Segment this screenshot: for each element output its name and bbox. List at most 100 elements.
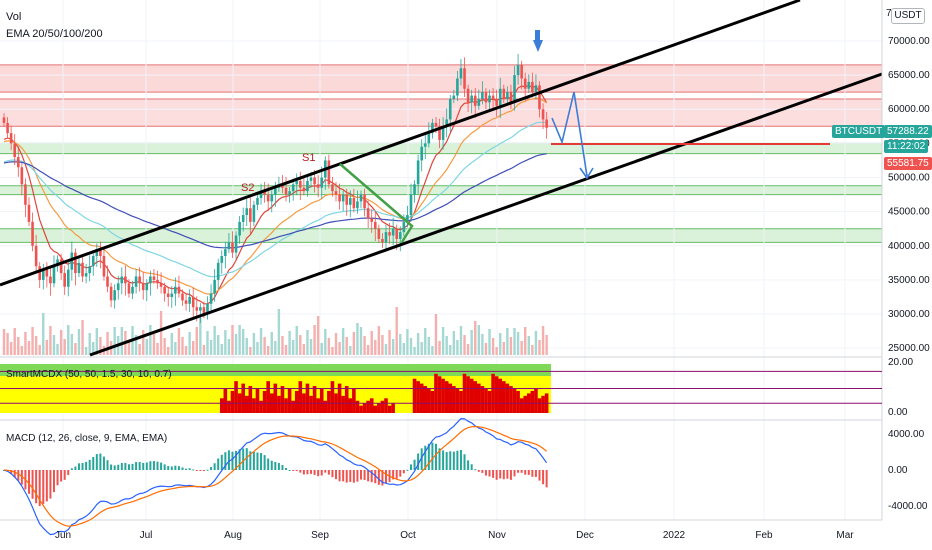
smi-red-bar — [437, 376, 442, 413]
candle-body — [463, 68, 466, 89]
time-tick-label: Sep — [311, 530, 329, 541]
candle-body — [138, 276, 141, 284]
macd-histogram-bar — [463, 454, 466, 470]
macd-histogram-bar — [538, 470, 541, 481]
candle-body — [213, 279, 216, 294]
volume-bar — [152, 334, 156, 355]
unit-selector-button[interactable]: USDT — [891, 8, 925, 24]
volume-bar — [427, 337, 431, 355]
macd-histogram-bar — [313, 470, 316, 475]
volume-bar — [284, 345, 288, 355]
macd-histogram-bar — [106, 460, 109, 470]
smi-red-bar — [541, 395, 545, 413]
candle-body — [238, 221, 241, 236]
volume-bar — [545, 335, 548, 355]
support-zone-2 — [0, 228, 882, 243]
time-tick-label: Nov — [488, 530, 506, 541]
volume-bar — [327, 338, 331, 355]
candle-body — [274, 187, 277, 195]
volume-bar — [238, 325, 241, 355]
candle-body — [145, 283, 149, 291]
candle-body — [477, 98, 481, 106]
price-tick-label: 65000.00 — [888, 70, 930, 81]
macd-histogram-bar — [306, 470, 309, 475]
volume-bar — [234, 334, 238, 355]
down-arrow-icon — [533, 40, 543, 52]
macd-histogram-bar — [456, 450, 459, 470]
candle-body — [141, 283, 145, 291]
macd-histogram-bar — [409, 464, 412, 470]
macd-histogram-bar — [81, 462, 84, 470]
price-pane — [0, 0, 883, 520]
candle-body — [438, 126, 441, 140]
smi-red-bar — [344, 386, 349, 413]
price-axis: 70000.0065000.0060000.0055000.0050000.00… — [888, 36, 930, 354]
macd-histogram-bar — [384, 470, 387, 484]
smi-red-bar — [284, 398, 288, 413]
smi-red-bar — [469, 378, 474, 413]
volume-bar — [63, 339, 66, 355]
candle-body — [266, 194, 270, 202]
candle-body — [220, 256, 224, 263]
volume-bar — [524, 327, 527, 355]
candle-body — [81, 262, 84, 277]
volume-bar — [13, 328, 16, 355]
price-tick-label: 25000.00 — [888, 343, 930, 354]
volume-bar — [299, 335, 302, 355]
macd-histogram-bar — [70, 468, 73, 470]
candle-body — [452, 95, 456, 99]
candle-body — [109, 286, 113, 301]
candle-body — [395, 228, 398, 239]
candle-body — [327, 160, 331, 185]
smi-red-bar — [366, 400, 370, 413]
candle-body — [181, 293, 184, 301]
smi-red-bar — [502, 381, 506, 413]
volume-bar — [434, 314, 438, 355]
smi-red-bar — [498, 378, 503, 413]
smi-red-bar — [241, 383, 245, 413]
candle-body — [202, 307, 206, 315]
candle-body — [456, 78, 459, 96]
smi-red-bar — [480, 386, 485, 413]
macd-histogram-bar — [42, 470, 45, 504]
macd-histogram-bar — [467, 460, 470, 470]
volume-bar — [274, 341, 277, 355]
green-trend-line — [339, 163, 414, 243]
volume-bar — [520, 341, 523, 355]
ema-label: EMA 20/50/100/200 — [6, 28, 103, 40]
volume-bar — [456, 340, 459, 355]
volume-bar — [402, 343, 406, 355]
candle-body — [31, 221, 34, 246]
ema-200-line — [3, 153, 547, 249]
volume-bar — [363, 336, 366, 355]
candle-body — [231, 242, 234, 253]
candle-body — [2, 117, 6, 123]
macd-histogram-bar — [399, 470, 402, 477]
candle-body — [334, 191, 338, 195]
candle-body — [406, 215, 409, 222]
symbol-tag: BTCUSDT — [832, 125, 886, 138]
candle-body — [234, 235, 238, 253]
smi-red-bar — [369, 398, 374, 413]
macd-histogram-bar — [206, 469, 209, 471]
candle-body — [402, 221, 406, 233]
candle-body — [484, 92, 488, 103]
volume-bar — [70, 334, 74, 355]
volume-bar — [220, 344, 223, 355]
candle-body — [441, 126, 445, 140]
volume-bar — [241, 329, 245, 355]
candle-body — [113, 290, 116, 301]
volume-bar — [252, 333, 256, 355]
smi-red-bar — [244, 395, 249, 413]
smi-red-bar — [444, 381, 449, 413]
macd-histogram-bar — [513, 470, 516, 477]
candle-body — [63, 273, 66, 287]
time-tick-label: Jul — [140, 530, 153, 541]
macd-histogram-bar — [424, 445, 427, 470]
candle-body — [466, 88, 470, 103]
candle-body — [502, 88, 506, 99]
smi-red-bar — [423, 386, 428, 413]
macd-histogram-bar — [484, 470, 487, 476]
candle-body — [309, 177, 313, 181]
